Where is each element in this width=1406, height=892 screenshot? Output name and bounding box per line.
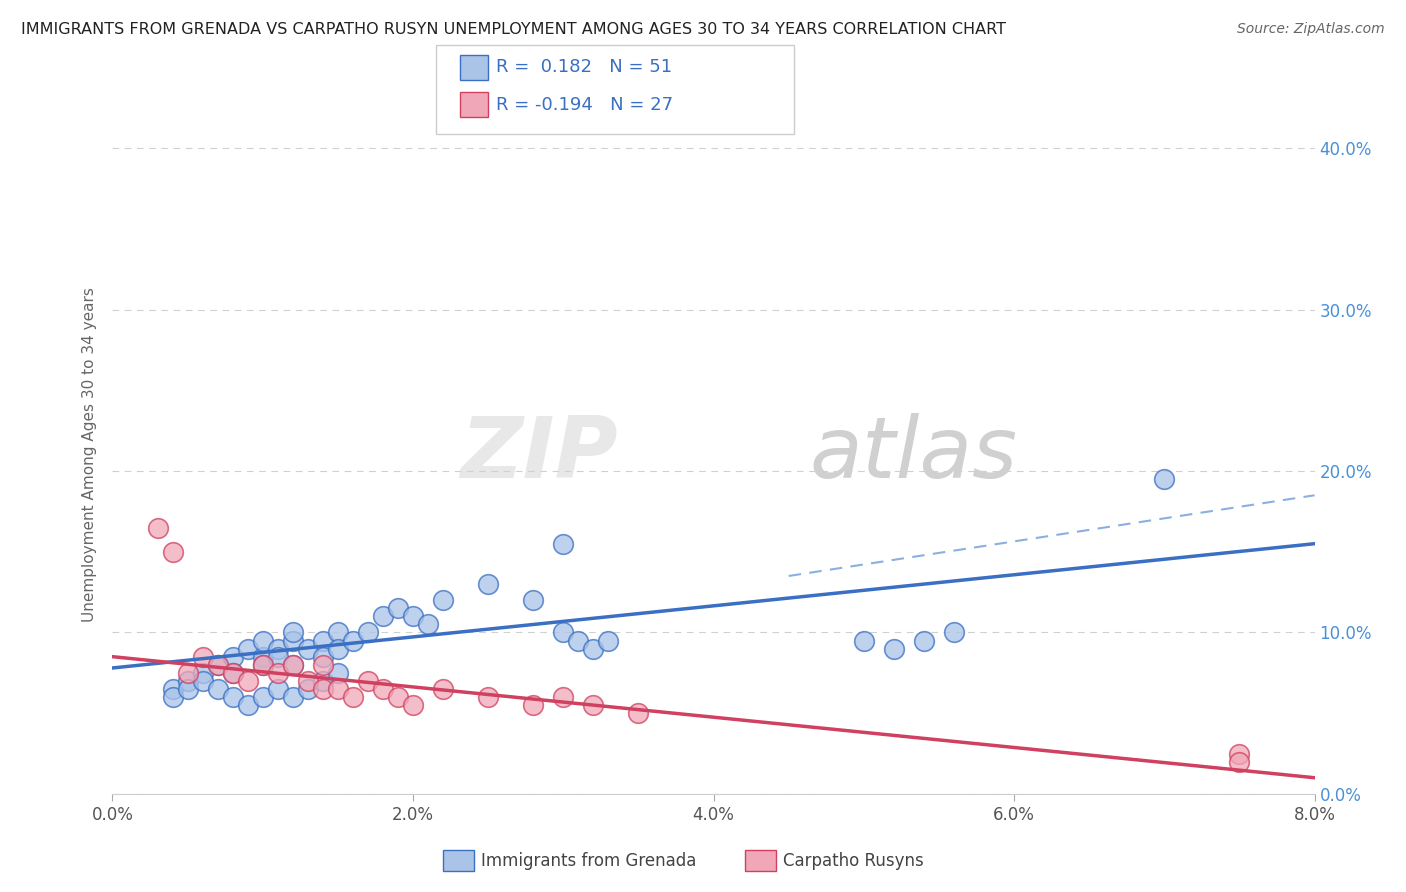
Point <box>582 641 605 656</box>
Point <box>312 673 335 688</box>
Point <box>207 657 229 672</box>
Point <box>176 681 198 696</box>
Point <box>252 690 274 704</box>
Point <box>342 633 364 648</box>
Text: R = -0.194   N = 27: R = -0.194 N = 27 <box>496 95 673 114</box>
Point <box>371 681 394 696</box>
Point <box>326 625 349 640</box>
Point <box>942 625 965 640</box>
Point <box>267 649 290 664</box>
Point <box>912 633 935 648</box>
Point <box>477 577 499 591</box>
Point <box>582 698 605 712</box>
Point <box>297 641 319 656</box>
Point <box>387 601 409 615</box>
Text: Source: ZipAtlas.com: Source: ZipAtlas.com <box>1237 22 1385 37</box>
Point <box>222 690 245 704</box>
Point <box>191 649 214 664</box>
Point <box>627 706 650 721</box>
Point <box>1153 472 1175 486</box>
Point <box>162 690 184 704</box>
Point <box>1229 747 1251 761</box>
Point <box>402 698 425 712</box>
Point <box>852 633 875 648</box>
Point <box>553 690 575 704</box>
Point <box>146 520 169 534</box>
Point <box>297 681 319 696</box>
Point <box>598 633 620 648</box>
Point <box>432 593 454 607</box>
Point <box>553 537 575 551</box>
Point <box>191 665 214 680</box>
Point <box>342 690 364 704</box>
Point <box>522 593 544 607</box>
Point <box>222 665 245 680</box>
Point <box>1229 755 1251 769</box>
Point <box>281 657 304 672</box>
Point <box>357 625 380 640</box>
Point <box>281 690 304 704</box>
Point <box>312 633 335 648</box>
Point <box>252 657 274 672</box>
Point <box>222 649 245 664</box>
Point <box>162 681 184 696</box>
Text: Carpatho Rusyns: Carpatho Rusyns <box>783 852 924 870</box>
Point <box>281 625 304 640</box>
Point <box>326 641 349 656</box>
Point <box>567 633 589 648</box>
Point <box>176 665 198 680</box>
Text: IMMIGRANTS FROM GRENADA VS CARPATHO RUSYN UNEMPLOYMENT AMONG AGES 30 TO 34 YEARS: IMMIGRANTS FROM GRENADA VS CARPATHO RUSY… <box>21 22 1007 37</box>
Point <box>236 698 259 712</box>
Point <box>236 673 259 688</box>
Point <box>312 681 335 696</box>
Point <box>553 625 575 640</box>
Point <box>236 641 259 656</box>
Point <box>267 681 290 696</box>
Text: ZIP: ZIP <box>460 413 617 497</box>
Point <box>176 673 198 688</box>
Point <box>312 649 335 664</box>
Point <box>252 633 274 648</box>
Point <box>252 649 274 664</box>
Point <box>297 673 319 688</box>
Point <box>522 698 544 712</box>
Point <box>252 657 274 672</box>
Point <box>402 609 425 624</box>
Text: atlas: atlas <box>810 413 1018 497</box>
Point <box>357 673 380 688</box>
Point <box>432 681 454 696</box>
Point <box>371 609 394 624</box>
Point <box>883 641 905 656</box>
Point <box>387 690 409 704</box>
Point <box>326 681 349 696</box>
Point <box>477 690 499 704</box>
Point <box>416 617 439 632</box>
Point <box>222 665 245 680</box>
Point <box>207 681 229 696</box>
Text: Immigrants from Grenada: Immigrants from Grenada <box>481 852 696 870</box>
Point <box>281 633 304 648</box>
Point <box>267 665 290 680</box>
Point <box>312 657 335 672</box>
Point <box>267 641 290 656</box>
Y-axis label: Unemployment Among Ages 30 to 34 years: Unemployment Among Ages 30 to 34 years <box>82 287 97 623</box>
Point <box>207 657 229 672</box>
Text: R =  0.182   N = 51: R = 0.182 N = 51 <box>496 58 672 76</box>
Point <box>281 657 304 672</box>
Point <box>326 665 349 680</box>
Point <box>191 673 214 688</box>
Point <box>162 545 184 559</box>
